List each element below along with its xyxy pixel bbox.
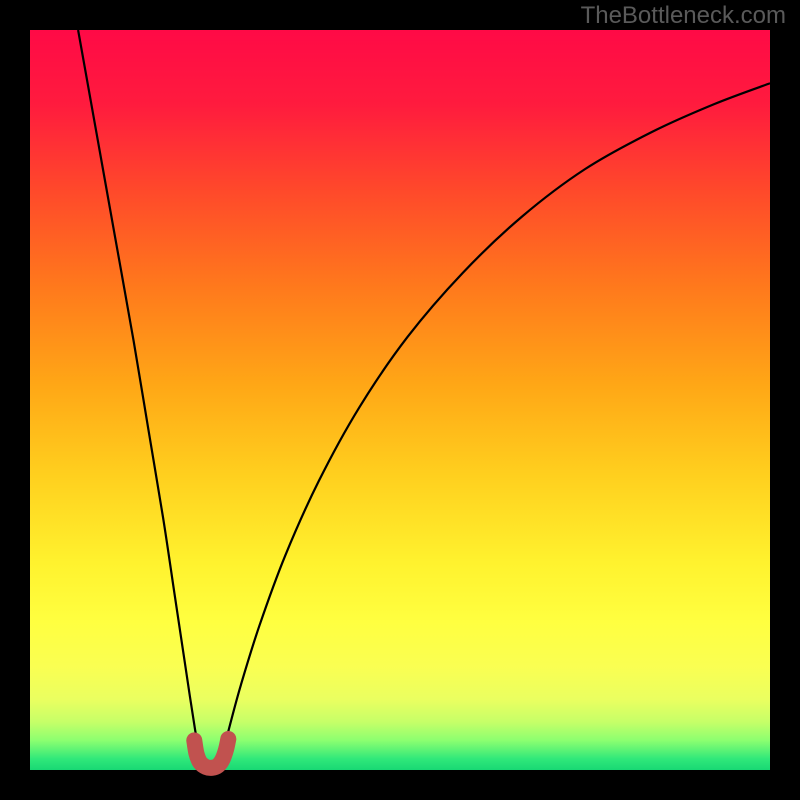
plot-area [30, 30, 770, 770]
chart-frame: TheBottleneck.com [0, 0, 800, 800]
curve-left-branch [78, 30, 202, 761]
bottleneck-curve [30, 30, 770, 770]
optimal-point-marker [194, 739, 228, 768]
curve-right-branch [221, 83, 770, 761]
watermark-text: TheBottleneck.com [581, 2, 786, 30]
